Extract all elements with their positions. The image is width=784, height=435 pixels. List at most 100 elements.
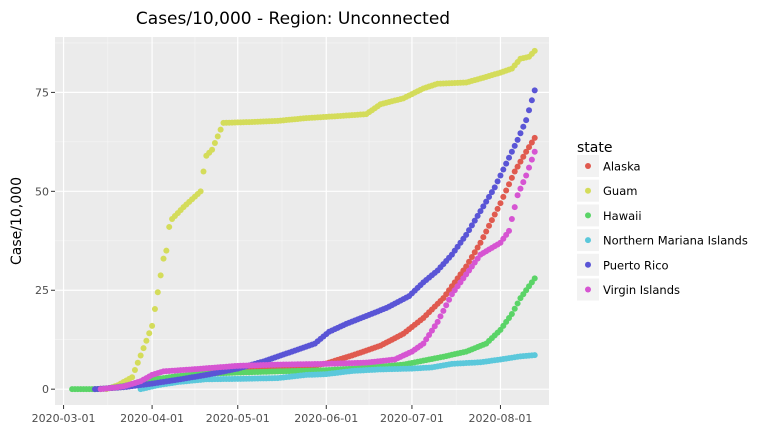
data-point — [474, 244, 481, 251]
data-point — [526, 144, 533, 151]
data-point — [463, 231, 470, 238]
data-point — [523, 172, 530, 179]
data-point — [420, 340, 427, 347]
data-point — [440, 307, 447, 314]
data-point — [471, 217, 478, 224]
data-point — [514, 300, 521, 307]
data-point — [211, 140, 218, 147]
y-axis-ticks: 0 25 50 75 — [35, 86, 55, 396]
data-point — [151, 306, 158, 313]
data-point — [163, 247, 170, 254]
data-point — [428, 327, 435, 334]
data-point — [140, 345, 147, 352]
data-point — [503, 160, 510, 167]
data-point — [437, 313, 444, 320]
data-point — [200, 168, 207, 175]
legend-item: Northern Mariana Islands — [577, 229, 748, 252]
x-tick-label: 2020-08-01 — [468, 412, 532, 425]
data-point — [503, 187, 510, 194]
data-point — [531, 134, 538, 141]
data-point — [523, 117, 530, 124]
legend-marker — [585, 261, 591, 268]
data-point — [497, 172, 504, 179]
data-point — [129, 374, 136, 381]
data-point — [528, 156, 535, 163]
legend-marker — [585, 237, 591, 244]
data-points — [69, 47, 538, 393]
x-tick-label: 2020-03-01 — [32, 412, 96, 425]
x-axis-ticks: 2020-03-01 2020-04-01 2020-05-01 2020-06-01… — [32, 405, 532, 425]
data-point — [491, 211, 498, 218]
data-point — [491, 184, 498, 191]
data-point — [154, 289, 161, 296]
legend-marker — [585, 212, 591, 219]
chart-title: Cases/10,000 - Region: Unconnected — [136, 9, 450, 29]
data-point — [166, 223, 173, 230]
data-point — [511, 204, 518, 211]
legend-label: Northern Mariana Islands — [603, 234, 748, 248]
data-point — [531, 87, 538, 94]
data-point — [486, 222, 493, 229]
y-tick-label: 25 — [35, 284, 49, 297]
legend-item: Virgin Islands — [577, 278, 680, 301]
data-point — [160, 255, 167, 262]
data-point — [483, 228, 490, 235]
series-virgin-islands — [97, 148, 538, 393]
data-point — [528, 139, 535, 146]
plot-panel — [55, 37, 549, 405]
data-point — [508, 216, 515, 223]
legend-marker — [585, 163, 591, 169]
data-point — [523, 148, 530, 155]
data-point — [477, 239, 484, 246]
data-point — [517, 130, 524, 137]
data-point — [508, 310, 515, 317]
data-point — [511, 305, 518, 312]
data-point — [143, 337, 150, 344]
y-tick-label: 75 — [35, 86, 49, 99]
data-point — [497, 200, 504, 207]
data-point — [134, 359, 141, 366]
data-point — [214, 133, 221, 140]
y-tick-label: 0 — [42, 383, 49, 396]
data-point — [446, 296, 453, 303]
data-point — [500, 193, 507, 200]
legend-title: state — [577, 140, 612, 156]
x-tick-label: 2020-04-01 — [120, 412, 184, 425]
data-point — [511, 168, 518, 175]
data-point — [474, 212, 481, 219]
data-point — [520, 123, 527, 130]
data-point — [508, 148, 515, 155]
data-point — [506, 227, 513, 234]
data-point — [508, 174, 515, 181]
data-point — [146, 330, 153, 337]
data-point — [157, 272, 164, 279]
legend-item: Hawaii — [577, 204, 642, 227]
data-point — [209, 146, 216, 153]
data-point — [500, 166, 507, 173]
data-point — [480, 234, 487, 241]
data-point — [531, 47, 538, 54]
data-point — [137, 352, 144, 359]
data-point — [511, 142, 518, 149]
data-point — [131, 367, 138, 374]
data-point — [434, 318, 441, 325]
data-point — [217, 126, 224, 133]
data-point — [443, 302, 450, 309]
data-point — [468, 222, 475, 229]
legend-label: Hawaii — [603, 209, 642, 223]
legend-item: Guam — [577, 179, 637, 202]
data-point — [471, 249, 478, 256]
data-point — [483, 198, 490, 205]
legend-marker — [585, 187, 591, 194]
data-point — [431, 323, 438, 330]
legend-marker — [585, 286, 591, 293]
data-point — [531, 148, 538, 155]
data-point — [488, 217, 495, 224]
legend: state Alaska Guam Hawaii Northern Mariana I… — [577, 140, 748, 301]
data-point — [466, 227, 473, 234]
data-point — [506, 154, 513, 161]
y-tick-label: 50 — [35, 185, 49, 198]
data-point — [514, 192, 521, 199]
legend-label: Virgin Islands — [603, 283, 680, 297]
data-point — [494, 178, 501, 185]
